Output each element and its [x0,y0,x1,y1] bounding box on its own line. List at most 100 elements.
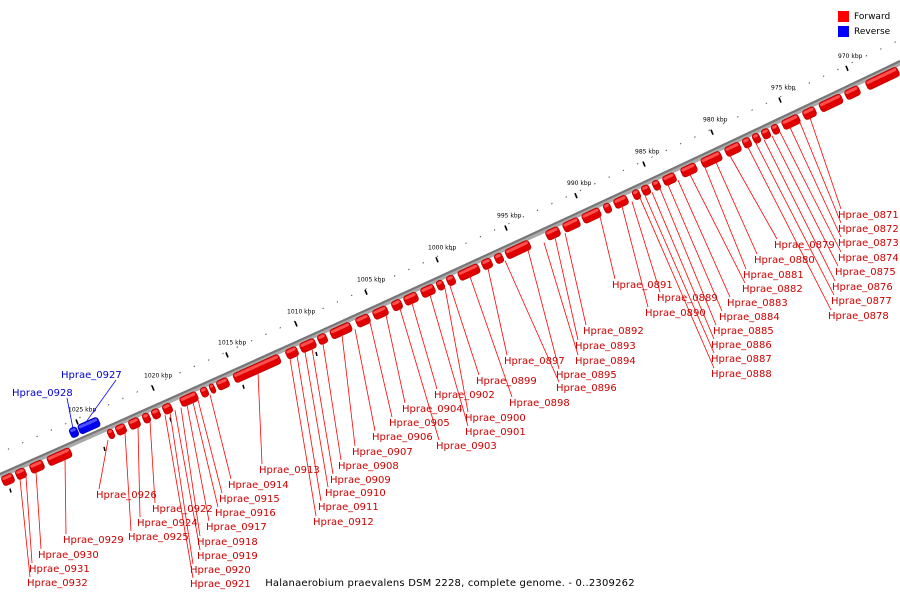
forward-gene-label: Hprae_0897 [504,356,565,367]
legend-item-reverse: Reverse [838,24,890,39]
forward-gene-label: Hprae_0920 [190,565,251,576]
minor-tick [21,441,24,444]
forward-gene-block [631,189,642,200]
forward-gene-block [15,467,27,480]
minor-tick [479,235,482,238]
major-tick [151,385,155,391]
forward-gene-label: Hprae_0881 [743,270,804,281]
forward-gene-label: Hprae_0904 [402,404,463,415]
forward-leader-line [564,232,587,326]
minor-tick [808,82,811,84]
forward-gene-label: Hprae_0903 [436,441,497,452]
forward-gene-block [865,67,900,90]
forward-gene-label: Hprae_0932 [27,578,88,589]
forward-gene-block [457,263,481,281]
forward-gene-block [403,291,419,306]
forward-leader-line [341,335,356,447]
forward-gene-label: Hprae_0890 [645,308,706,319]
minor-tick [293,320,296,323]
major-tick [778,97,782,103]
scale-tick-label: 1010 kbp [287,308,315,315]
minor-tick [736,115,739,118]
forward-gene-block [760,128,772,140]
lower-tick [169,417,172,422]
forward-gene-block [128,417,141,430]
minor-tick [579,189,582,192]
forward-gene-label: Hprae_0892 [583,326,644,337]
forward-gene-label: Hprae_0910 [325,488,386,499]
forward-gene-block [435,279,446,291]
forward-gene-label: Hprae_0907 [352,447,413,458]
forward-leader-line [399,308,440,441]
forward-gene-label: Hprae_0911 [318,502,379,513]
minor-tick [450,248,453,251]
forward-leader-line [729,155,778,240]
forward-gene-block [602,202,613,214]
scale-tick-label: 970 kbp [838,53,863,60]
forward-leader-line [689,174,746,284]
major-tick [642,161,646,167]
forward-gene-label: Hprae_0901 [465,427,526,438]
forward-gene-block [770,123,781,135]
forward-gene-block [391,299,403,312]
forward-leader-line [35,472,42,550]
reverse-swatch [838,26,849,37]
forward-leader-line [180,407,201,537]
forward-gene-label: Hprae_0931 [29,564,90,575]
forward-gene-block [481,257,493,270]
forward-leader-line [429,294,469,427]
forward-leader-line [599,216,616,280]
scale-tick-label: 1000 kbp [428,244,456,251]
minor-tick [851,61,854,64]
reverse-gene-block [68,426,80,438]
forward-leader-line [715,162,758,255]
forward-leader-line [322,343,342,461]
minor-tick [722,122,725,125]
backbone-shadow [0,60,900,479]
legend: Forward Reverse [838,9,890,39]
minor-tick [322,307,324,310]
minor-tick [608,176,610,178]
minor-tick [279,326,282,329]
minor-tick [679,142,682,145]
major-tick [574,192,578,199]
forward-gene-label: Hprae_0926 [96,490,157,501]
forward-gene-label: Hprae_0899 [476,376,537,387]
forward-leader-line [311,348,334,475]
forward-gene-label: Hprae_0872 [838,224,899,235]
minor-tick [865,54,868,57]
minor-tick [551,202,553,205]
forward-gene-block [179,391,199,407]
forward-gene-label: Hprae_0922 [152,504,213,515]
backbone-line [0,60,900,476]
minor-tick [179,371,181,374]
forward-leader-line [639,197,715,369]
forward-gene-label: Hprae_0905 [389,418,450,429]
forward-leader-line [169,412,194,565]
forward-gene-block [329,322,353,339]
forward-leader-line [789,127,842,238]
minor-tick [436,255,439,258]
forward-gene-block [150,408,162,420]
forward-leader-line [304,351,329,488]
forward-leader-line [651,192,715,340]
minor-tick [265,333,267,336]
minor-tick [64,422,67,425]
forward-leader-line [487,268,508,356]
forward-gene-label: Hprae_0882 [742,284,803,295]
forward-gene-block [613,195,629,209]
forward-gene-label: Hprae_0898 [509,398,570,409]
forward-gene-block [504,240,532,259]
forward-gene-block [844,85,861,100]
major-tick [845,65,849,72]
minor-tick [136,391,139,393]
forward-gene-block [545,226,561,241]
major-tick [504,225,508,231]
minor-tick [536,209,539,212]
scale-tick-label: 975 kbp [771,85,796,92]
minor-tick [879,48,882,50]
forward-leader-line [621,206,649,308]
scale-tick-label: 1025 kbp [68,406,96,413]
forward-gene-label: Hprae_0871 [838,210,899,221]
minor-tick [894,41,896,43]
